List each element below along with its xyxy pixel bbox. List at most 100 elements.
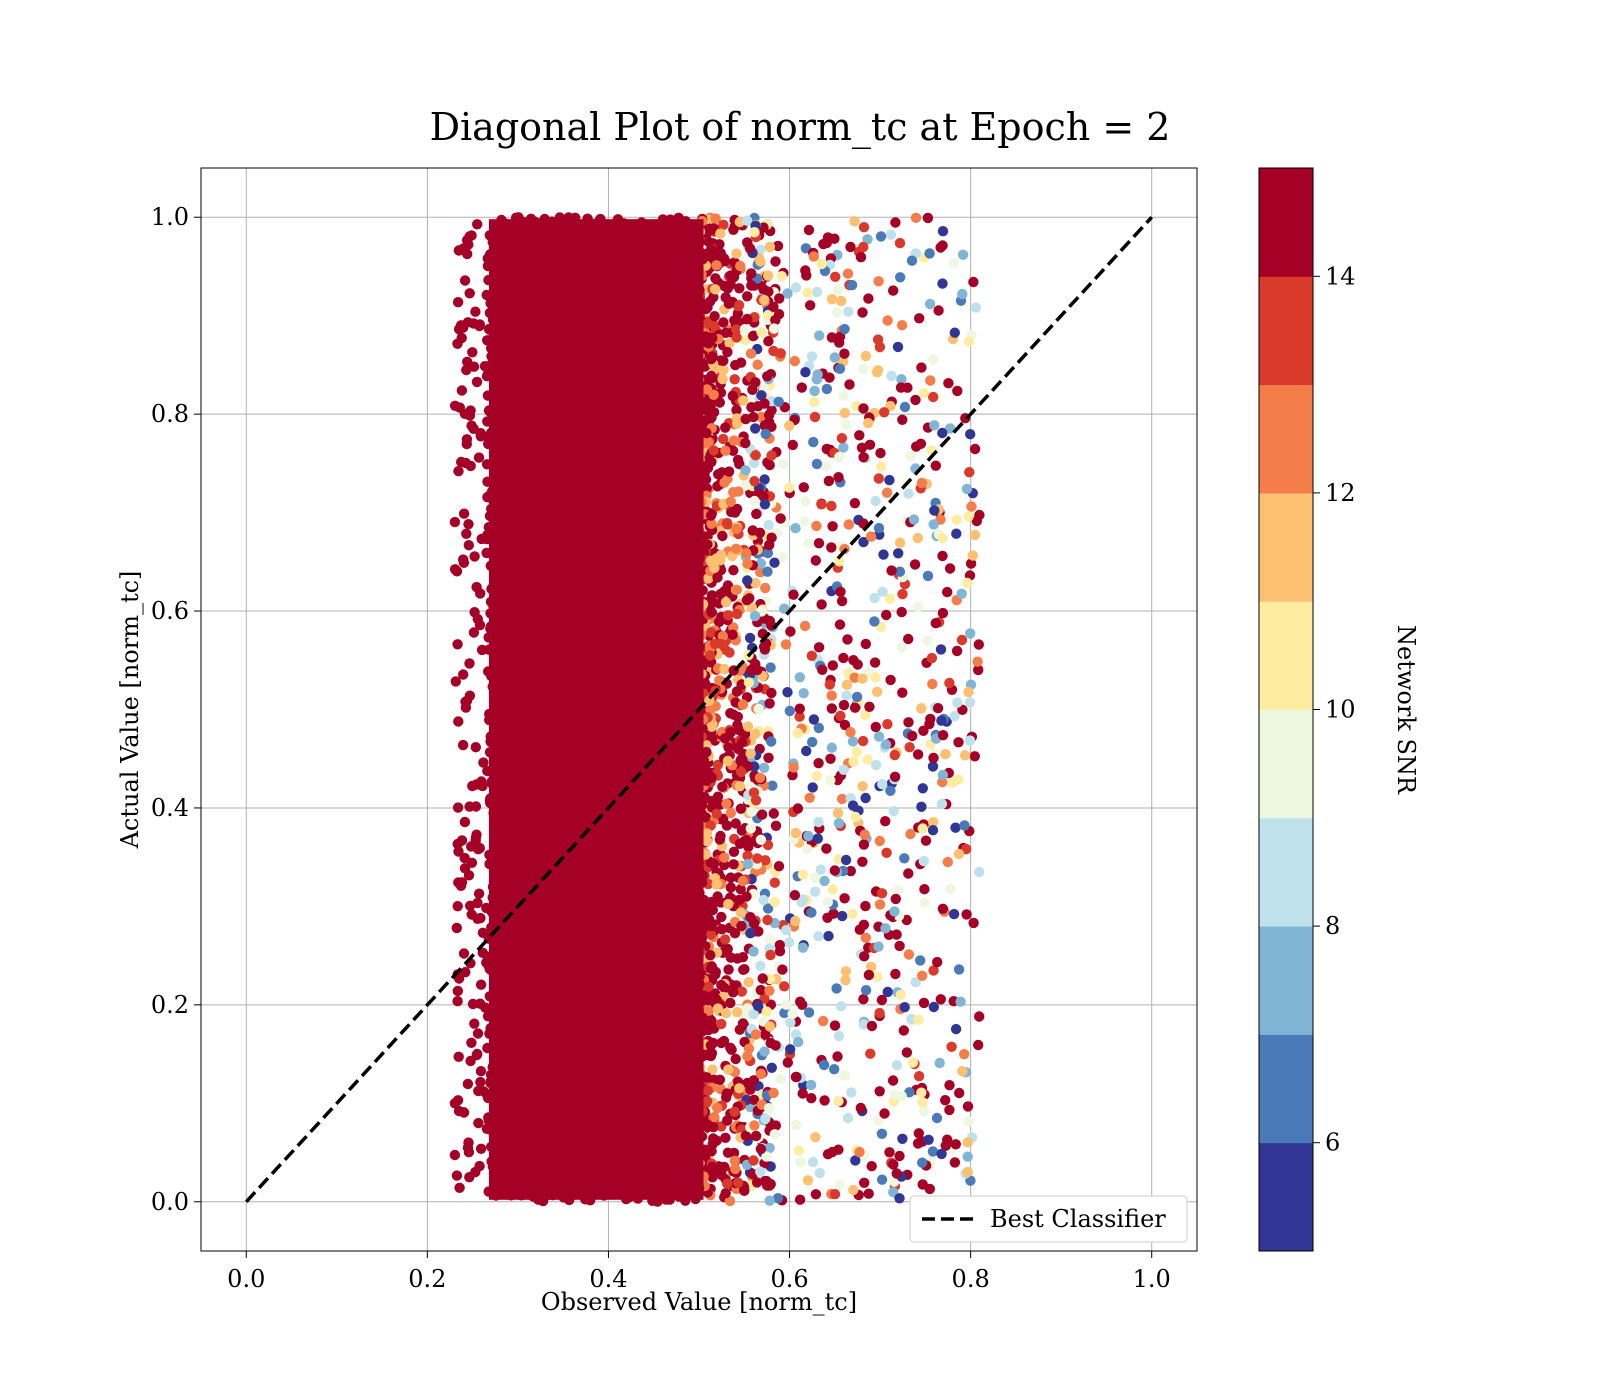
- scatter-point: [823, 930, 834, 942]
- scatter-point: [765, 662, 776, 673]
- scatter-point: [935, 994, 946, 1005]
- scatter-point: [729, 374, 740, 385]
- scatter-point: [815, 864, 826, 875]
- scatter-point: [760, 855, 771, 866]
- scatter-point: [732, 1007, 743, 1018]
- scatter-point: [925, 713, 936, 725]
- scatter-point: [834, 619, 846, 630]
- scatter-point: [719, 477, 730, 488]
- scatter-point: [719, 586, 730, 597]
- scatter-point: [811, 770, 822, 782]
- scatter-point: [713, 469, 724, 480]
- scatter-point: [755, 834, 767, 845]
- scatter-point: [854, 1146, 865, 1158]
- scatter-point: [826, 690, 837, 701]
- scatter-point: [742, 721, 754, 732]
- scatter-point: [866, 961, 877, 972]
- chart-title: Diagonal Plot of norm_tc at Epoch = 2: [430, 105, 1171, 150]
- scatter-point: [849, 216, 860, 227]
- scatter-point: [862, 234, 873, 245]
- scatter-point: [716, 1018, 727, 1030]
- scatter-point: [931, 1112, 943, 1124]
- scatter-point: [969, 751, 980, 762]
- scatter-point: [839, 893, 850, 904]
- scatter-point: [764, 241, 776, 253]
- scatter-point: [803, 830, 814, 842]
- scatter-point: [913, 1128, 924, 1139]
- scatter-point: [772, 240, 784, 252]
- scatter-point: [454, 402, 465, 413]
- scatter-point: [880, 816, 891, 827]
- scatter-point: [832, 307, 843, 318]
- scatter-point: [728, 859, 739, 870]
- scatter-point: [723, 466, 735, 477]
- scatter-point: [802, 1175, 814, 1186]
- scatter-point: [718, 364, 729, 375]
- scatter-point: [759, 993, 770, 1004]
- scatter-point: [456, 835, 468, 846]
- scatter-point: [841, 679, 853, 690]
- scatter-point: [725, 882, 736, 893]
- scatter-point: [944, 1080, 955, 1091]
- scatter-point: [449, 516, 461, 528]
- scatter-point: [965, 558, 977, 569]
- scatter-point: [729, 928, 741, 939]
- scatter-point: [858, 536, 869, 548]
- scatter-point: [910, 977, 921, 988]
- scatter-point: [471, 581, 482, 593]
- scatter-point: [711, 808, 722, 819]
- scatter-point: [732, 454, 744, 466]
- scatter-point: [903, 868, 914, 879]
- scatter-point: [764, 1180, 775, 1191]
- scatter-point: [810, 1132, 821, 1143]
- scatter-point: [937, 550, 948, 562]
- scatter-point: [824, 679, 835, 690]
- scatter-point: [751, 508, 762, 520]
- scatter-point: [806, 1093, 817, 1104]
- scatter-point: [834, 363, 846, 374]
- scatter-point: [838, 390, 849, 401]
- scatter-point: [785, 1017, 796, 1028]
- scatter-point: [778, 458, 789, 470]
- scatter-point: [927, 1146, 939, 1157]
- scatter-point: [918, 855, 929, 867]
- scatter-point: [903, 717, 914, 728]
- scatter-point: [453, 716, 464, 727]
- scatter-point: [722, 519, 733, 530]
- scatter-point: [766, 736, 777, 747]
- scatter-point: [793, 1145, 805, 1156]
- scatter-point: [854, 430, 865, 441]
- scatter-point: [787, 770, 798, 781]
- scatter-point: [959, 1049, 970, 1060]
- scatter-point: [841, 690, 852, 701]
- scatter-point: [915, 438, 927, 449]
- scatter-point: [784, 937, 795, 948]
- scatter-point: [796, 382, 807, 393]
- scatter-point: [882, 986, 893, 998]
- scatter-point: [894, 566, 906, 577]
- scatter-point: [789, 890, 801, 901]
- scatter-point: [891, 1060, 903, 1071]
- scatter-point: [839, 348, 850, 359]
- scatter-point: [708, 858, 720, 870]
- scatter-point: [753, 926, 764, 937]
- scatter-point: [973, 639, 984, 650]
- scatter-point: [895, 272, 906, 283]
- scatter-point: [964, 697, 976, 708]
- scatter-point: [718, 219, 729, 230]
- scatter-point: [884, 474, 895, 486]
- scatter-point: [459, 816, 471, 828]
- scatter-point: [847, 736, 859, 747]
- scatter-point: [785, 626, 796, 637]
- scatter-point: [858, 1019, 869, 1030]
- scatter-point: [702, 836, 713, 847]
- scatter-point: [773, 861, 785, 872]
- scatter-point: [734, 1024, 745, 1035]
- scatter-point: [763, 519, 774, 531]
- scatter-point: [944, 563, 956, 574]
- scatter-point: [882, 719, 893, 730]
- scatter-point: [924, 1183, 935, 1195]
- scatter-point: [819, 875, 830, 887]
- scatter-point: [775, 1074, 786, 1085]
- scatter-point: [840, 975, 851, 986]
